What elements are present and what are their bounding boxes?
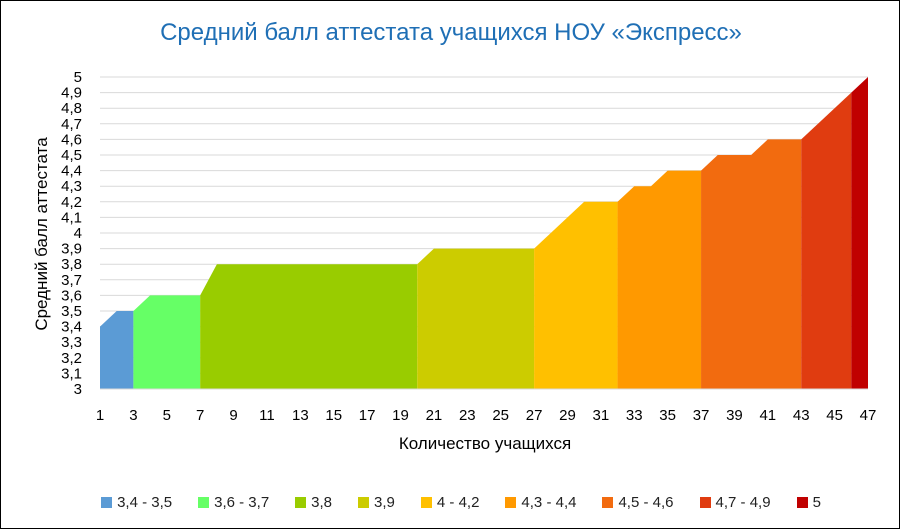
y-tick-label: 4,8: [61, 100, 82, 117]
x-tick-label: 17: [359, 407, 376, 424]
series-area: [534, 201, 618, 389]
y-tick-label: 4,2: [61, 194, 82, 211]
legend-item: 3,8: [295, 494, 332, 511]
x-tick-label: 31: [593, 407, 610, 424]
legend-label: 3,6 - 3,7: [214, 493, 270, 511]
series-area: [100, 311, 134, 389]
legend-label: 3,9: [374, 493, 395, 511]
legend-label: 4,7 - 4,9: [715, 493, 771, 511]
y-tick-label: 3,7: [61, 272, 82, 289]
x-tick-label: 41: [759, 407, 776, 424]
y-tick-label: 4,9: [61, 85, 82, 102]
y-tick-label: 4,7: [61, 116, 82, 133]
y-tick-label: 3,2: [61, 350, 82, 367]
legend-item: 4 - 4,2: [420, 493, 480, 511]
series-area: [701, 139, 802, 389]
x-tick-label: 35: [659, 407, 676, 424]
y-tick-label: 3,1: [61, 365, 82, 382]
y-tick-label: 4,3: [61, 178, 82, 195]
legend-label: 4,3 - 4,4: [521, 493, 577, 511]
legend-item: 3,9: [358, 494, 395, 511]
series-area: [851, 77, 868, 389]
x-tick-label: 11: [259, 407, 275, 424]
x-tick-label: 7: [196, 407, 204, 424]
x-tick-label: 45: [826, 407, 843, 424]
y-tick-label: 3,8: [61, 256, 82, 273]
y-tick-label: 3,6: [61, 287, 82, 304]
x-tick-label: 29: [559, 407, 576, 424]
series-area: [801, 92, 852, 389]
x-tick-label: 9: [229, 407, 237, 424]
x-tick-label: 1: [96, 407, 104, 424]
legend-item: 4,3 - 4,4: [505, 494, 576, 511]
legend-item: 4,5 - 4,6: [602, 493, 674, 511]
legend-item: 3,4 - 3,5: [101, 494, 172, 511]
legend-swatch: [295, 496, 307, 508]
series-area: [133, 295, 201, 389]
y-tick-label: 4,5: [61, 147, 82, 164]
x-tick-label: 13: [292, 407, 309, 424]
y-tick-label: 4: [74, 225, 82, 242]
legend-swatch: [358, 496, 370, 508]
y-tick-label: 4,4: [61, 163, 82, 180]
y-tick-label: 3,3: [61, 334, 82, 351]
x-tick-label: 15: [325, 407, 342, 424]
y-tick-label: 5: [74, 69, 82, 86]
legend-item: 3,6 - 3,7: [198, 494, 269, 511]
x-tick-label: 47: [860, 407, 877, 424]
x-tick-label: 5: [163, 407, 171, 424]
legend-label: 4,5 - 4,6: [618, 493, 674, 511]
legend-swatch: [602, 496, 614, 508]
series-area: [200, 264, 418, 389]
y-tick-label: 4,6: [61, 131, 82, 148]
legend-swatch: [505, 496, 517, 508]
legend-label: 4 - 4,2: [436, 493, 480, 511]
legend: 3,4 - 3,5 3,6 - 3,7 3,8 3,9 4 - 4,2 4,3 - 4,4…: [41, 491, 881, 513]
x-tick-label: 19: [392, 407, 409, 424]
chart-title: Средний балл аттестата учащихся НОУ «Экс…: [160, 19, 742, 46]
x-tick-label: 21: [426, 407, 443, 424]
legend-item: 4,7 - 4,9: [699, 493, 771, 511]
legend-swatch: [796, 496, 808, 508]
x-tick-label: 23: [459, 407, 476, 424]
x-axis-label: Количество учащихся: [398, 434, 572, 453]
x-tick-label: 39: [726, 407, 743, 424]
x-tick-label: 33: [626, 407, 643, 424]
legend-swatch: [699, 496, 711, 508]
legend-swatch: [101, 496, 113, 508]
y-tick-label: 3,4: [61, 319, 82, 336]
legend-label: 3,8: [311, 493, 333, 511]
legend-label: 3,4 - 3,5: [117, 493, 173, 511]
y-tick-label: 4,1: [61, 209, 82, 226]
x-tick-label: 3: [129, 407, 137, 424]
y-tick-label: 3,5: [61, 303, 82, 320]
series-area: [617, 170, 702, 389]
x-tick-label: 25: [492, 407, 509, 424]
legend-label: 5: [812, 493, 821, 511]
legend-item: 5: [796, 493, 821, 511]
y-tick-label: 3,9: [61, 241, 82, 258]
x-tick-label: 27: [526, 407, 543, 424]
series-area: [417, 248, 535, 389]
legend-swatch: [198, 496, 210, 508]
x-tick-label: 43: [793, 407, 810, 424]
x-tick-label: 37: [693, 407, 710, 424]
y-tick-label: 3: [74, 381, 82, 398]
legend-swatch: [420, 496, 432, 508]
